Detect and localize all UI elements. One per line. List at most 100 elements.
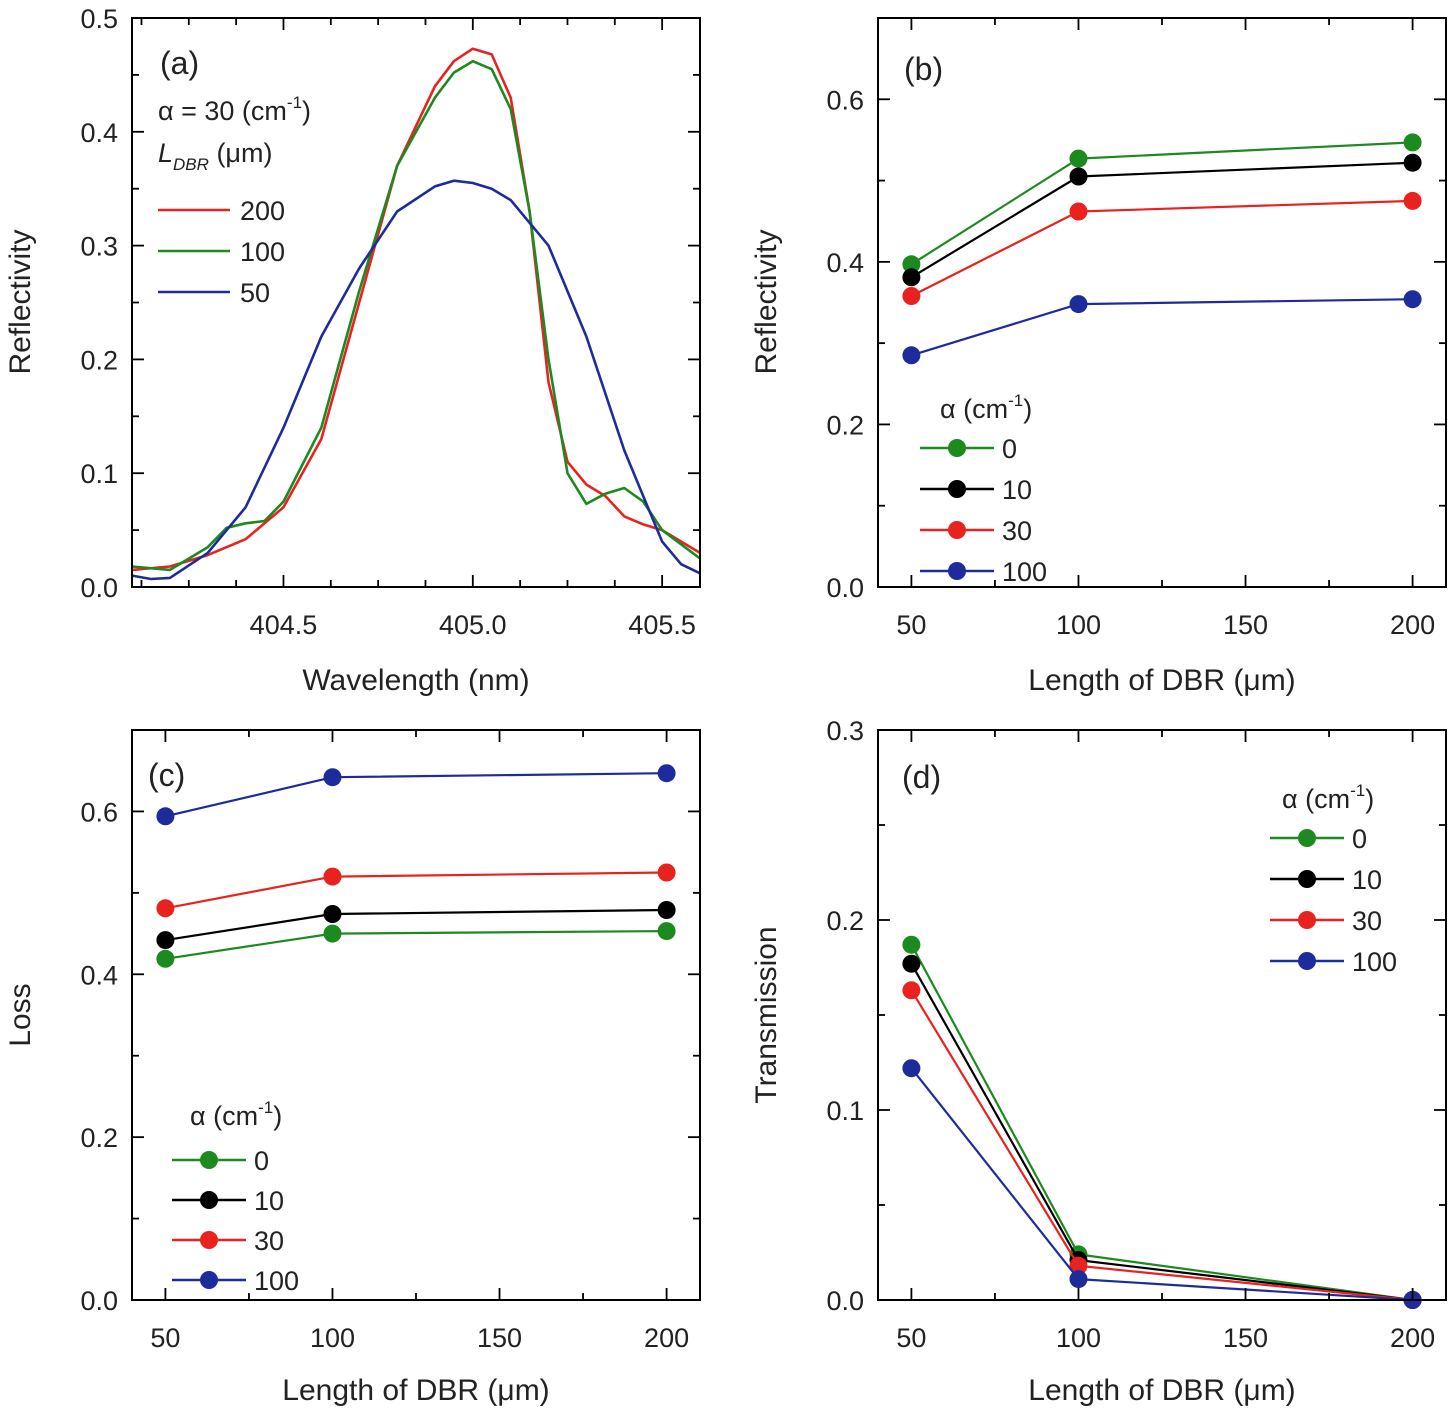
y-tick-label: 0.6 xyxy=(80,797,118,827)
plot-area-d xyxy=(902,935,1422,1309)
legend-marker-c-10 xyxy=(200,1191,218,1209)
x-tick-label: 405.5 xyxy=(628,610,696,640)
legend-alpha-line: α = 30 (cm-1) xyxy=(158,93,311,126)
series-line-a-50 xyxy=(132,179,700,581)
legend-marker-d-10 xyxy=(1298,870,1316,888)
data-point-b-100-100 xyxy=(1069,295,1088,314)
x-tick-label: 200 xyxy=(1390,610,1435,640)
legend-label-b-30: 30 xyxy=(1002,516,1032,546)
data-point-c-100-200 xyxy=(657,764,676,783)
x-tick-label: 405.0 xyxy=(439,610,507,640)
data-point-b-30-100 xyxy=(1069,202,1088,221)
y-axis-title-d: Transmission xyxy=(750,926,783,1103)
y-tick-label: 0.2 xyxy=(826,906,864,936)
legend-marker-b-0 xyxy=(948,439,966,457)
legend-marker-d-30 xyxy=(1298,911,1316,929)
series-line-a-100 xyxy=(132,59,700,572)
y-tick-label: 0.4 xyxy=(80,960,118,990)
y-tick-label: 0.1 xyxy=(80,459,118,489)
x-tick-label: 100 xyxy=(310,1323,355,1353)
x-tick-label: 200 xyxy=(644,1323,689,1353)
legend-marker-c-0 xyxy=(200,1151,218,1169)
x-tick-label: 150 xyxy=(477,1323,522,1353)
data-point-c-100-50 xyxy=(156,807,175,826)
plot-area-a xyxy=(132,47,700,581)
data-point-b-100-200 xyxy=(1403,290,1422,309)
series-line-d-0 xyxy=(910,944,1413,1300)
data-point-c-100-100 xyxy=(323,768,342,787)
series-line-b-100 xyxy=(911,298,1413,357)
legend-length-line: LDBR (μm) xyxy=(158,138,272,174)
y-tick-label: 0.2 xyxy=(80,345,118,375)
data-point-d-100-100 xyxy=(1069,1270,1088,1289)
legend-label-d-0: 0 xyxy=(1352,824,1367,854)
x-tick-label: 100 xyxy=(1056,610,1101,640)
data-point-b-10-200 xyxy=(1403,153,1422,172)
data-point-c-0-200 xyxy=(657,922,676,941)
series-line-c-0 xyxy=(165,930,667,960)
data-point-d-10-50 xyxy=(902,954,921,973)
legend-label-c-10: 10 xyxy=(254,1186,284,1216)
y-axis-title-a: Reflectivity xyxy=(4,229,37,374)
legend-title: α (cm-1) xyxy=(940,391,1032,424)
legend-a: α = 30 (cm-1) LDBR (μm) 200 100 50 xyxy=(158,93,311,308)
series-line-c-30 xyxy=(165,871,667,910)
data-point-b-100-50 xyxy=(902,346,921,365)
series-line-a-200 xyxy=(132,47,700,572)
legend-marker-b-10 xyxy=(948,480,966,498)
legend-title: α (cm-1) xyxy=(190,1098,282,1131)
axes-frame-c xyxy=(131,729,701,1301)
y-tick-label: 0.6 xyxy=(826,85,864,115)
x-tick-label: 150 xyxy=(1223,1323,1268,1353)
legend-label-d-30: 30 xyxy=(1352,906,1382,936)
data-point-c-10-100 xyxy=(323,905,342,923)
x-axis-title-d: Length of DBR (μm) xyxy=(1028,1374,1295,1407)
y-tick-label: 0.5 xyxy=(80,4,118,34)
x-tick-label: 50 xyxy=(896,610,926,640)
legend-label-c-100: 100 xyxy=(254,1266,299,1296)
legend-marker-c-30 xyxy=(200,1231,218,1249)
legend-label-b-10: 10 xyxy=(1002,475,1032,505)
legend-c: α (cm-1) 0 10 30 100 xyxy=(172,1098,299,1296)
y-tick-label: 0.3 xyxy=(80,232,118,262)
data-point-c-0-100 xyxy=(323,924,342,943)
series-line-b-30 xyxy=(910,199,1413,297)
y-axis-title-c: Loss xyxy=(4,983,37,1046)
panel-label-d: (d) xyxy=(902,759,941,795)
data-point-b-0-100 xyxy=(1069,149,1088,168)
legend-marker-d-0 xyxy=(1298,829,1316,847)
y-tick-label: 0.0 xyxy=(80,573,118,603)
panel-label-a: (a) xyxy=(160,45,199,81)
x-axis-title-a: Wavelength (nm) xyxy=(302,664,529,697)
legend-label-a-200: 200 xyxy=(240,196,285,226)
x-tick-label: 100 xyxy=(1056,1323,1101,1353)
x-tick-label: 50 xyxy=(896,1323,926,1353)
legend-marker-d-100 xyxy=(1298,952,1316,970)
panel-label-b: (b) xyxy=(904,51,943,87)
legend-label-b-100: 100 xyxy=(1002,557,1047,587)
data-point-c-30-50 xyxy=(156,899,175,918)
data-point-c-30-100 xyxy=(323,867,342,886)
data-point-b-30-200 xyxy=(1403,191,1422,210)
series-line-c-100 xyxy=(165,772,667,818)
legend-marker-b-30 xyxy=(948,521,966,539)
data-point-c-10-200 xyxy=(657,901,676,919)
series-line-b-10 xyxy=(910,161,1413,279)
data-point-b-10-100 xyxy=(1069,167,1088,186)
data-point-c-30-200 xyxy=(657,863,676,882)
y-tick-label: 0.2 xyxy=(80,1123,118,1153)
legend-label-a-50: 50 xyxy=(240,278,270,308)
legend-label-c-30: 30 xyxy=(254,1226,284,1256)
y-tick-label: 0.3 xyxy=(826,716,864,746)
x-tick-label: 404.5 xyxy=(250,610,318,640)
y-tick-label: 0.0 xyxy=(80,1286,118,1316)
data-point-c-10-50 xyxy=(156,931,175,950)
y-tick-label: 0.0 xyxy=(826,1286,864,1316)
data-point-b-10-50 xyxy=(902,268,921,287)
legend-label-a-100: 100 xyxy=(240,237,285,267)
legend-marker-c-100 xyxy=(200,1271,218,1289)
